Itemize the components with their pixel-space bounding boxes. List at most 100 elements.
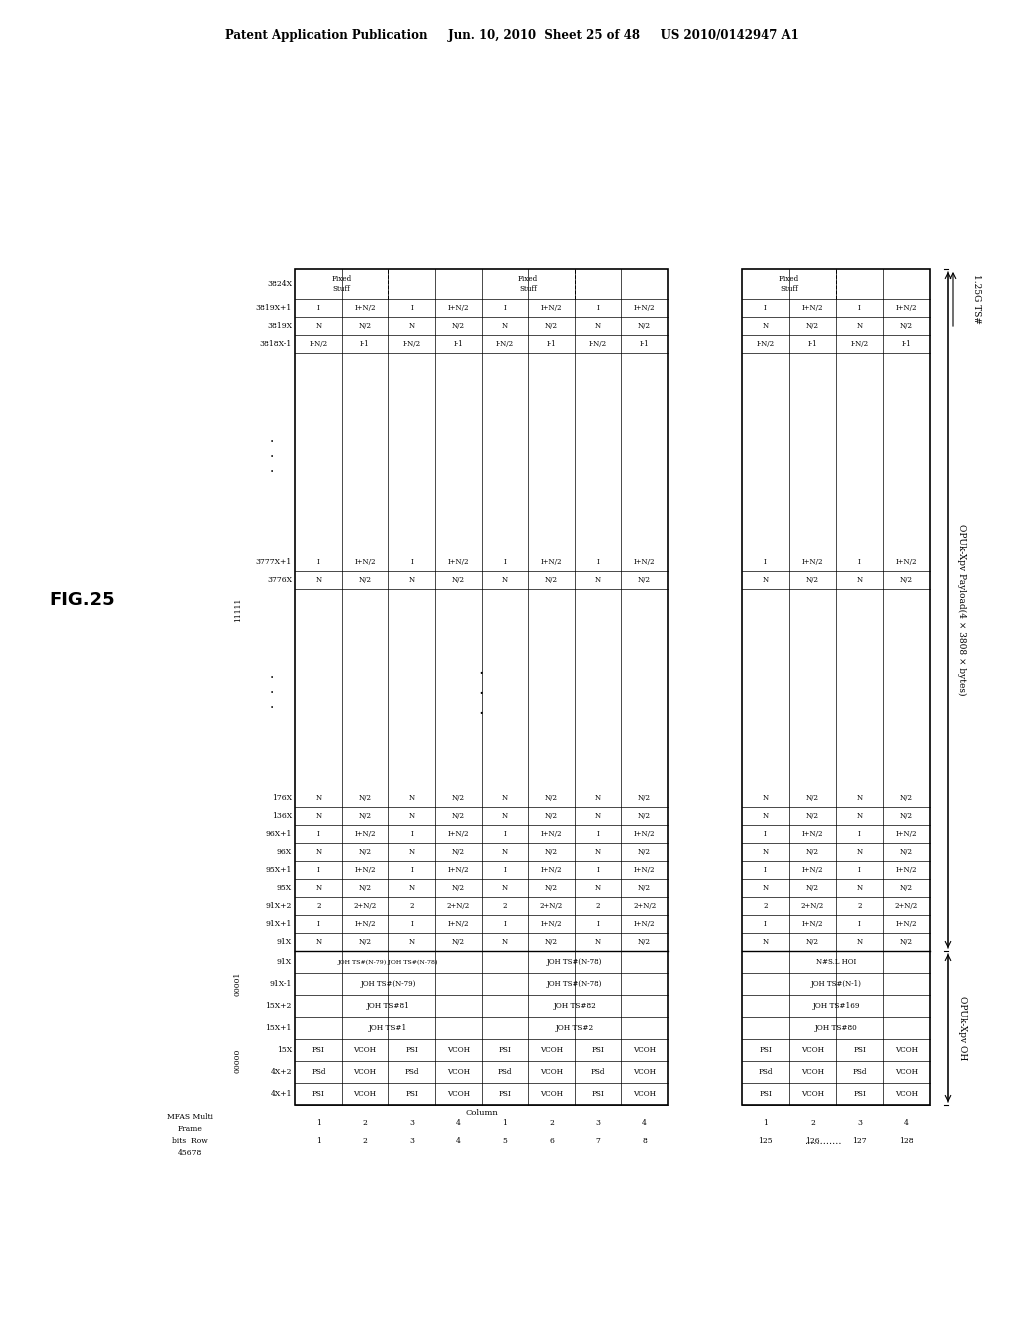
Text: 91X-1: 91X-1 [269,979,292,987]
Text: 00001: 00001 [234,972,242,997]
Text: N/2: N/2 [638,812,651,820]
Text: N: N [595,795,601,803]
Text: VCOH: VCOH [446,1090,470,1098]
Text: I-N/2: I-N/2 [589,341,607,348]
Text: N/2: N/2 [638,884,651,892]
Text: I-1: I-1 [640,341,649,348]
Text: I+N/2: I+N/2 [354,304,376,312]
Text: Column: Column [465,1109,498,1117]
Text: VCOH: VCOH [353,1045,377,1053]
Text: I: I [858,920,861,928]
Text: N: N [409,812,415,820]
Text: VCOH: VCOH [633,1068,656,1076]
Text: 45678: 45678 [178,1148,202,1158]
Text: N/2: N/2 [638,322,651,330]
Text: I-N/2: I-N/2 [496,341,514,348]
Text: I+N/2: I+N/2 [354,866,376,874]
Text: bits  Row: bits Row [172,1137,208,1144]
Text: I+N/2: I+N/2 [447,920,469,928]
Bar [295,269,668,1105]
Text: 7: 7 [596,1137,600,1144]
Text: I+N/2: I+N/2 [541,920,562,928]
Text: N: N [502,847,508,855]
Text: I+N/2: I+N/2 [541,558,562,566]
Text: I+N/2: I+N/2 [802,920,823,928]
Text: 2+N/2: 2+N/2 [353,902,377,909]
Text: VCOH: VCOH [540,1045,563,1053]
Text: PSI: PSI [759,1045,772,1053]
Text: 127: 127 [852,1137,866,1144]
Text: I: I [858,866,861,874]
Text: 96X: 96X [276,847,292,855]
Text: VCOH: VCOH [633,1045,656,1053]
Text: VCOH: VCOH [446,1045,470,1053]
Text: N: N [502,795,508,803]
Text: 95X+1: 95X+1 [265,866,292,874]
Text: PSd: PSd [852,1068,866,1076]
Text: VCOH: VCOH [353,1090,377,1098]
Text: N/2: N/2 [806,884,819,892]
Text: 3818X-1: 3818X-1 [260,341,292,348]
Text: 2: 2 [503,902,507,909]
Text: N/2: N/2 [545,884,558,892]
Text: I: I [317,830,319,838]
Text: I: I [317,304,319,312]
Text: N/2: N/2 [900,939,913,946]
Text: N/2: N/2 [806,939,819,946]
Text: PSd: PSd [591,1068,605,1076]
Text: N: N [409,939,415,946]
Text: 2+N/2: 2+N/2 [540,902,563,909]
Text: N/2: N/2 [452,812,465,820]
Text: 91X+2: 91X+2 [265,902,292,909]
Text: PSI: PSI [853,1090,866,1098]
Text: N/2: N/2 [358,939,372,946]
Text: N: N [595,939,601,946]
Text: I: I [597,866,599,874]
Text: N: N [315,939,322,946]
Text: 4: 4 [456,1137,461,1144]
Text: I: I [858,830,861,838]
Text: N/2: N/2 [358,884,372,892]
Text: Fixed
Stuff: Fixed Stuff [779,276,799,293]
Text: I-1: I-1 [808,341,817,348]
Text: I+N/2: I+N/2 [634,830,655,838]
Text: N: N [595,812,601,820]
Text: N/2: N/2 [900,795,913,803]
Text: 4X+1: 4X+1 [270,1090,292,1098]
Text: 1: 1 [503,1119,507,1127]
Text: I-N/2: I-N/2 [757,341,774,348]
Text: N: N [763,939,769,946]
Text: 1: 1 [315,1137,321,1144]
Text: N: N [763,576,769,583]
Text: I: I [597,558,599,566]
Text: N/2: N/2 [545,939,558,946]
Text: 91X+1: 91X+1 [265,920,292,928]
Text: JOH TS#(N-78): JOH TS#(N-78) [547,958,602,966]
Text: I+N/2: I+N/2 [354,920,376,928]
Text: OPUk-Xpv OH: OPUk-Xpv OH [957,995,967,1060]
Text: N/2: N/2 [452,939,465,946]
Text: JOH TS#169: JOH TS#169 [812,1002,860,1010]
Text: N: N [856,884,862,892]
Text: 176X: 176X [272,795,292,803]
Text: N: N [502,939,508,946]
Text: I-1: I-1 [902,341,911,348]
Text: VCOH: VCOH [801,1068,824,1076]
Text: 15X: 15X [276,1045,292,1053]
Text: I-N/2: I-N/2 [309,341,328,348]
Text: ............: ............ [804,1137,842,1146]
Text: N/2: N/2 [358,576,372,583]
Text: PSI: PSI [406,1090,418,1098]
Text: I+N/2: I+N/2 [354,558,376,566]
Text: N/2: N/2 [638,576,651,583]
Text: 3824X: 3824X [267,280,292,288]
Text: I+N/2: I+N/2 [802,558,823,566]
Text: I: I [764,830,767,838]
Text: I-N/2: I-N/2 [402,341,421,348]
Text: I: I [504,920,506,928]
Text: 4: 4 [456,1119,461,1127]
Text: PSd: PSd [404,1068,419,1076]
Text: VCOH: VCOH [540,1068,563,1076]
Text: I: I [764,304,767,312]
Text: N: N [763,795,769,803]
